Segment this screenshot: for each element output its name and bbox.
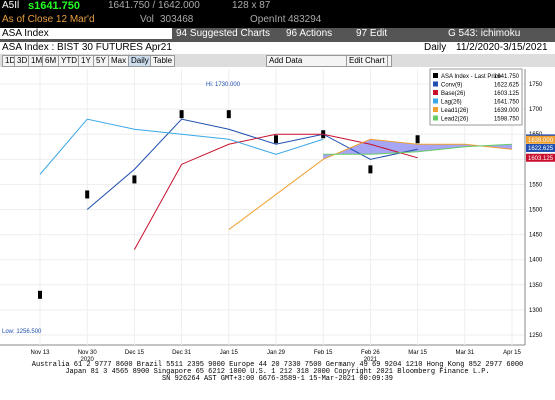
footer-line: Australia 61 2 9777 8600 Brazil 5511 239… — [31, 361, 524, 369]
legend-label: Lead2(26) — [441, 117, 468, 123]
x-tick-label: Jan 29 — [267, 350, 286, 356]
x-tick-label: Mar 15 — [408, 350, 427, 356]
year-label: 2021 — [364, 357, 378, 362]
footer-line: SN 926264 AST GMT+3:00 G676-3589-1 15-Ma… — [161, 375, 394, 383]
footer: Australia 61 2 9777 8600 Brazil 5511 239… — [0, 362, 555, 400]
legend-value: 1641.750 — [494, 74, 520, 80]
x-tick-label: Dec 31 — [172, 350, 192, 356]
price-tag — [526, 153, 555, 162]
legend-value: 1622.625 — [494, 83, 520, 89]
y-tick-label: 1500 — [529, 208, 543, 214]
toolbar: ASA Index 94 Suggested Charts 96 Actions… — [0, 28, 555, 42]
series-line — [133, 133, 418, 250]
legend-label: Base(26) — [441, 91, 465, 97]
vol-label: Vol — [140, 14, 154, 25]
candle — [274, 135, 278, 144]
chart: 1250130013501400145015001550160016501700… — [0, 67, 555, 362]
legend-swatch — [433, 107, 438, 112]
y-tick-label: 1550 — [529, 182, 543, 188]
oi-label: OpenInt — [250, 14, 286, 25]
price-tag-label: 1603.125 — [528, 156, 554, 162]
legend-swatch — [433, 73, 438, 78]
x-tick-label: Feb 15 — [314, 350, 333, 356]
candle — [226, 110, 231, 119]
x-tick-label: Jan 15 — [220, 350, 239, 356]
legend-swatch — [433, 81, 438, 87]
security-name: ASA Index : BIST 30 FUTURES Apr21 — [2, 42, 172, 53]
candle — [368, 165, 373, 174]
legend-label: Lag(26) — [441, 100, 462, 106]
y-tick-label: 1350 — [529, 283, 543, 289]
asof-row: As of Close 12 Mar'd Vol 303468 OpenInt … — [0, 14, 555, 28]
legend-value: 1598.750 — [494, 117, 520, 123]
price-tag-label: 1639.000 — [528, 138, 554, 144]
series-line — [228, 138, 513, 230]
suggested[interactable]: 94 Suggested Charts — [176, 28, 270, 39]
button[interactable]: 1Y — [78, 55, 94, 67]
price-tag-label: 1622.625 — [528, 146, 554, 152]
legend-swatch — [433, 98, 438, 104]
x-tick-label: Nov 30 — [78, 350, 98, 356]
candle — [38, 290, 42, 299]
year-label: 2020 — [81, 357, 95, 362]
button[interactable]: Max — [108, 55, 130, 67]
button[interactable]: Daily — [128, 55, 152, 67]
y-tick-label: 1250 — [529, 333, 543, 339]
legend-label: ASA Index - Last Price — [441, 74, 502, 80]
last: s1641.750 — [28, 0, 80, 12]
y-tick-label: 1300 — [529, 308, 543, 314]
asof: As of Close 12 Mar'd — [2, 14, 95, 25]
button[interactable]: 6M — [42, 55, 60, 67]
footer-line: Japan 81 3 4565 8900 Singapore 65 6212 1… — [65, 368, 490, 376]
series-line — [39, 118, 324, 175]
size: 128 x 87 — [232, 0, 271, 11]
price-tag — [526, 135, 555, 144]
x-tick-label: Feb 26 — [361, 350, 380, 356]
security[interactable]: ASA Index — [0, 28, 172, 39]
x-tick-label: Nov 13 — [30, 350, 50, 356]
ticker: A5Il — [2, 0, 20, 11]
price-tag — [526, 143, 555, 152]
bid-ask: 1641.750 / 1642.000 — [108, 0, 200, 11]
series-line — [86, 118, 418, 210]
legend-label: Conv(9) — [441, 83, 462, 89]
candle — [85, 190, 90, 199]
legend-swatch — [433, 115, 438, 121]
series-line — [323, 143, 513, 155]
x-tick-label: Apr 15 — [503, 350, 521, 356]
oi: 483294 — [288, 14, 322, 25]
button-bar: 1D 3D 1M 6M YTD 1Y 5Y Max Daily Table Add Data Edit… — [0, 54, 555, 67]
annotation: Low: 1256.500 — [2, 329, 42, 335]
x-tick-label: Dec 15 — [125, 350, 145, 356]
range: 11/2/2020-3/15/2021 — [456, 42, 548, 53]
edit[interactable]: 97 Edit — [356, 28, 388, 39]
candle — [415, 135, 420, 144]
button[interactable]: Table — [150, 55, 176, 67]
actions[interactable]: 96 Actions — [286, 28, 333, 39]
candle — [132, 175, 137, 184]
page-id: G 543: ichimoku — [448, 28, 521, 39]
annotation: Hi: 1730.000 — [206, 82, 241, 88]
vol: 303468 — [160, 14, 194, 25]
legend-value: 1641.750 — [494, 100, 520, 106]
y-tick-label: 1400 — [529, 258, 543, 264]
button[interactable]: YTD — [58, 55, 80, 67]
y-tick-label: 1700 — [529, 107, 543, 113]
y-tick-label: 1750 — [529, 82, 543, 88]
y-tick-label: 1450 — [529, 233, 543, 239]
legend-value: 1603.125 — [494, 91, 520, 97]
button[interactable]: 5Y — [93, 55, 109, 67]
button[interactable]: Edit Chart — [346, 55, 388, 67]
quote-row: A5Il s1641.750 1641.750 / 1642.000 128 x… — [0, 0, 555, 14]
legend-label: Lead1(26) — [441, 108, 468, 114]
x-tick-label: Mar 31 — [455, 350, 474, 356]
period: Daily — [424, 42, 447, 53]
legend-swatch — [433, 90, 438, 95]
subheader: ASA Index : BIST 30 FUTURES Apr21 Daily … — [0, 42, 555, 54]
legend-box — [429, 68, 523, 126]
legend-value: 1639.000 — [494, 108, 520, 114]
candle — [179, 110, 184, 119]
